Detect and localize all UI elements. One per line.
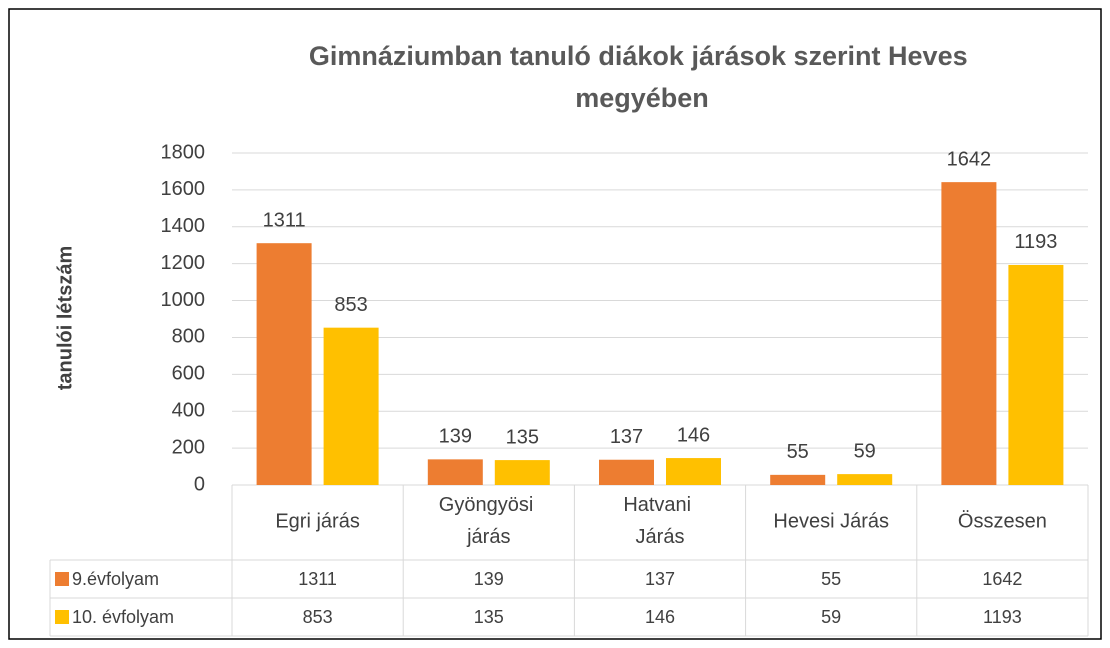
y-tick-label: 1200: [161, 252, 206, 274]
data-label: 853: [334, 294, 367, 316]
table-cell: 853: [303, 607, 333, 627]
y-tick-label: 1800: [161, 141, 206, 163]
table-cell: 146: [645, 607, 675, 627]
y-tick-label: 200: [172, 436, 205, 458]
bar: [770, 474, 826, 485]
legend-swatch: [55, 610, 69, 624]
bar: [837, 474, 893, 485]
x-tick-label: Hatvani Járás: [623, 494, 696, 548]
table-cell: 137: [645, 569, 675, 589]
table-cell: 1193: [983, 607, 1022, 627]
data-label: 146: [677, 424, 710, 446]
x-tick-label: Összesen: [958, 510, 1047, 532]
table-cell: 55: [821, 569, 841, 589]
y-axis-label: tanulói létszám: [54, 246, 76, 390]
data-label: 55: [787, 441, 809, 463]
table-cell: 135: [474, 607, 504, 627]
legend-label: 9.évfolyam: [72, 569, 159, 589]
bar: [666, 458, 721, 485]
data-label: 1311: [263, 209, 306, 231]
bar: [494, 460, 550, 485]
y-tick-label: 1400: [161, 215, 206, 237]
y-tick-label: 400: [172, 400, 205, 422]
table-cell: 139: [474, 569, 504, 589]
y-tick-label: 600: [172, 363, 205, 385]
data-label: 139: [439, 426, 472, 448]
y-tick-label: 0: [194, 473, 205, 495]
data-label: 1642: [947, 148, 992, 170]
bar: [941, 182, 997, 486]
x-tick-label: Egri járás: [275, 510, 359, 532]
x-tick-label: Hevesi Járás: [773, 510, 889, 532]
table-cell: 1311: [298, 569, 337, 589]
legend-swatch: [55, 572, 69, 586]
data-label: 1193: [1014, 231, 1057, 253]
table-cell: 59: [821, 607, 841, 627]
data-label: 135: [506, 426, 539, 448]
bar: [323, 327, 379, 485]
legend-label: 10. évfolyam: [72, 607, 174, 627]
chart-title: Gimnáziumban tanuló diákok járások szeri…: [309, 41, 975, 113]
y-tick-label: 1600: [161, 178, 206, 200]
bar: [256, 243, 312, 485]
table-cell: 1642: [982, 569, 1022, 589]
data-label: 59: [854, 440, 876, 462]
chart-border: [8, 8, 1102, 640]
bar: [599, 459, 654, 485]
y-tick-label: 800: [172, 326, 205, 348]
bar: [1008, 264, 1064, 485]
y-tick-label: 1000: [161, 289, 206, 311]
bar: [427, 459, 483, 485]
data-label: 137: [610, 426, 643, 448]
x-tick-label: Gyöngyösi járás: [439, 494, 539, 548]
